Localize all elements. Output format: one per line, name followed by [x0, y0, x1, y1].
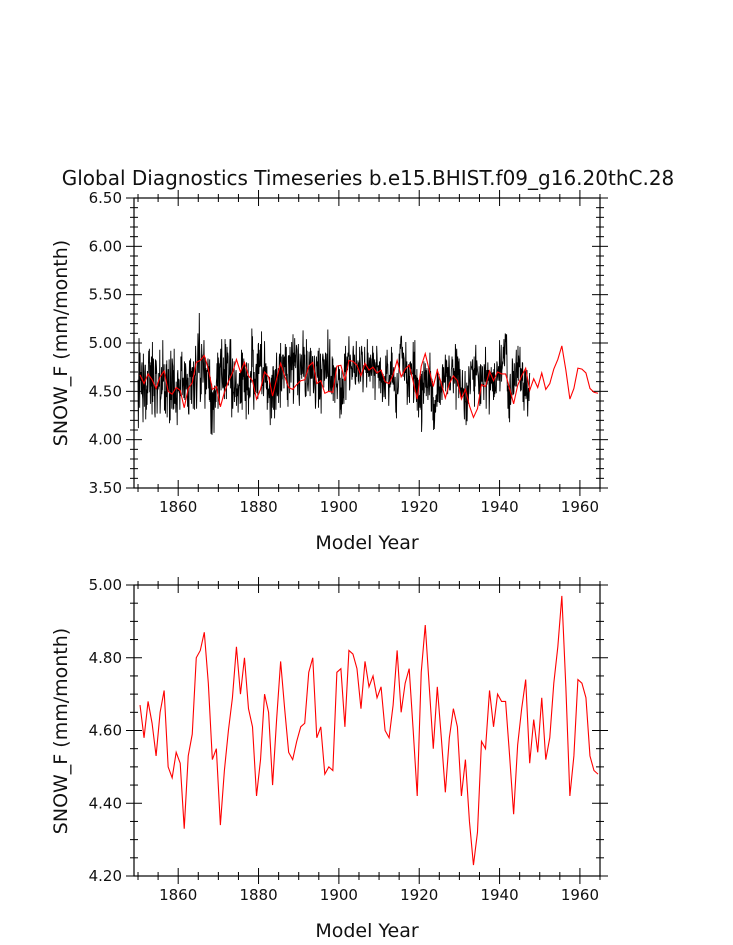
- x-tick-label: 1900: [320, 498, 358, 516]
- x-tick-label: 1920: [400, 886, 438, 904]
- series-line-annual-mean: [139, 345, 599, 419]
- series-line-annual-mean: [139, 595, 599, 866]
- y-tick-label: 5.50: [89, 286, 122, 304]
- y-axis-label-top: SNOW_F (mm/month): [50, 240, 72, 446]
- x-tick-label: 1940: [480, 498, 518, 516]
- y-tick-label: 4.00: [89, 431, 122, 449]
- x-tick-label: 1960: [561, 886, 599, 904]
- y-tick-label: 6.00: [89, 237, 122, 255]
- y-tick-label: 6.50: [89, 189, 122, 207]
- y-tick-label: 5.00: [89, 334, 122, 352]
- y-tick-label: 5.00: [89, 576, 122, 594]
- plot-frame-bottom: [133, 584, 601, 877]
- y-tick-label: 3.50: [89, 479, 122, 497]
- chart-title: Global Diagnostics Timeseries b.e15.BHIS…: [62, 166, 675, 190]
- x-tick-label: 1900: [320, 886, 358, 904]
- x-tick-label: 1860: [159, 498, 197, 516]
- axis-ticks-bottom: [126, 577, 608, 884]
- x-tick-label: 1880: [239, 886, 277, 904]
- x-tick-label: 1960: [561, 498, 599, 516]
- x-axis-label-bottom: Model Year: [315, 920, 419, 942]
- chart-panel-bottom: 4.20 4.40 4.60 4.80 5.00 1860 1880 1900 1920 194…: [50, 576, 608, 942]
- y-tick-labels-top: 3.50 4.00 4.50 5.00 5.50 6.00 6.50: [89, 189, 122, 497]
- y-tick-label: 4.40: [89, 794, 122, 812]
- x-tick-label: 1880: [239, 498, 277, 516]
- y-axis-label-bottom: SNOW_F (mm/month): [50, 628, 72, 834]
- x-tick-labels-bottom: 1860 1880 1900 1920 1940 1960: [159, 886, 599, 904]
- x-tick-labels-top: 1860 1880 1900 1920 1940 1960: [159, 498, 599, 516]
- series-line-monthly: [137, 313, 531, 435]
- x-tick-label: 1860: [159, 886, 197, 904]
- y-tick-labels-bottom: 4.20 4.40 4.60 4.80 5.00: [89, 576, 122, 885]
- y-tick-label: 4.60: [89, 722, 122, 740]
- x-tick-label: 1920: [400, 498, 438, 516]
- y-tick-label: 4.50: [89, 382, 122, 400]
- x-tick-label: 1940: [480, 886, 518, 904]
- x-axis-label-top: Model Year: [315, 532, 419, 554]
- chart-panel-top: Global Diagnostics Timeseries b.e15.BHIS…: [50, 166, 674, 554]
- y-tick-label: 4.80: [89, 649, 122, 667]
- y-tick-label: 4.20: [89, 867, 122, 885]
- axis-ticks-top: [126, 190, 608, 496]
